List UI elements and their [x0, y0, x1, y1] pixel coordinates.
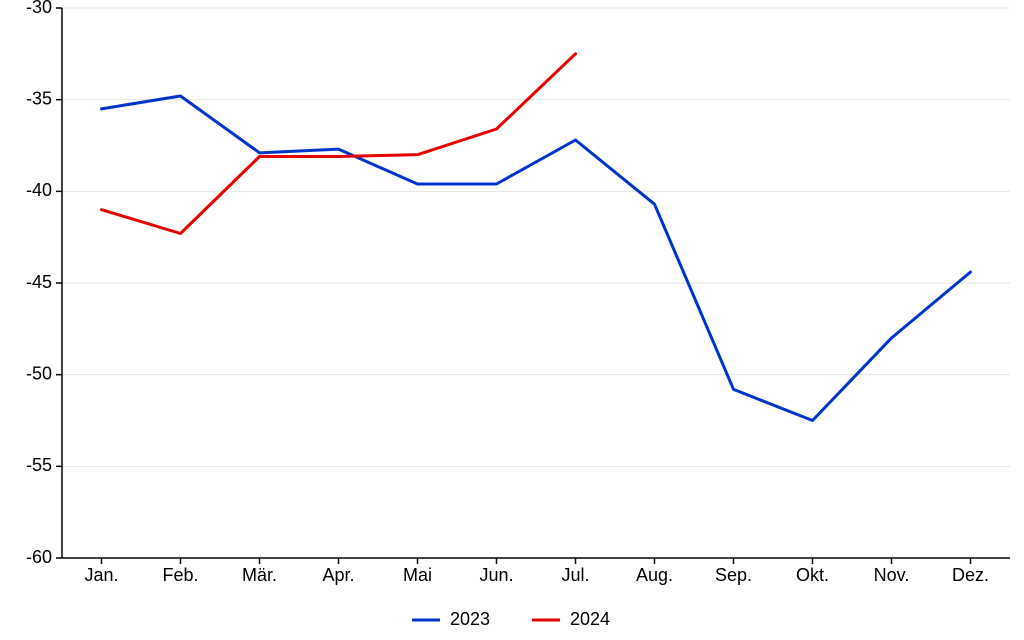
y-tick-label: -30	[26, 0, 52, 17]
y-tick-label: -60	[26, 547, 52, 567]
x-tick-label: Dez.	[952, 565, 989, 585]
x-tick-label: Jun.	[479, 565, 513, 585]
x-tick-label: Aug.	[636, 565, 673, 585]
legend-label-2023: 2023	[450, 609, 490, 629]
x-tick-label: Okt.	[796, 565, 829, 585]
y-tick-label: -35	[26, 88, 52, 108]
x-tick-label: Apr.	[322, 565, 354, 585]
y-tick-label: -45	[26, 272, 52, 292]
x-tick-label: Feb.	[162, 565, 198, 585]
x-tick-label: Jan.	[84, 565, 118, 585]
x-tick-label: Mai	[403, 565, 432, 585]
legend-label-2024: 2024	[570, 609, 610, 629]
y-tick-label: -50	[26, 363, 52, 383]
chart-svg: -30 -35 -40 -45 -50 -55 -60 Jan. Feb. Mär. Apr. Mai…	[0, 0, 1024, 640]
x-tick-label: Mär.	[242, 565, 277, 585]
line-chart: -30 -35 -40 -45 -50 -55 -60 Jan. Feb. Mär. Apr. Mai…	[0, 0, 1024, 640]
y-tick-label: -40	[26, 180, 52, 200]
x-tick-label: Nov.	[874, 565, 910, 585]
x-tick-label: Jul.	[561, 565, 589, 585]
x-tick-label: Sep.	[715, 565, 752, 585]
y-tick-label: -55	[26, 455, 52, 475]
